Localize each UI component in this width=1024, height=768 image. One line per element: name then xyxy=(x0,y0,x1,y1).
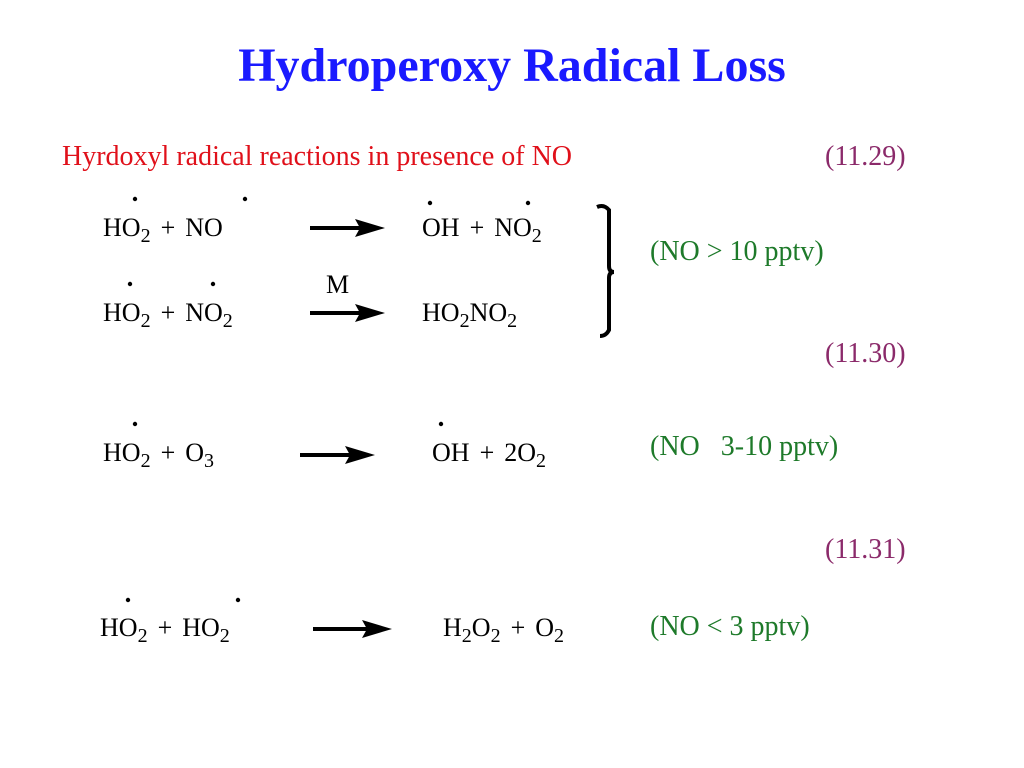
subscript: 2 xyxy=(461,625,472,647)
subscript: 2 xyxy=(222,310,233,332)
species: NO xyxy=(185,213,223,242)
subscript: 3 xyxy=(204,450,215,472)
subscript: 2 xyxy=(137,625,148,647)
subscript: 2 xyxy=(140,450,151,472)
reaction-side: OH +2O2 xyxy=(432,438,546,472)
species: OH xyxy=(432,438,470,467)
reaction-side: H2O2 + O2 xyxy=(443,613,564,647)
plus-sign: + xyxy=(160,213,176,242)
reaction-side: HO2 + NO xyxy=(103,213,223,247)
species: O xyxy=(185,438,205,467)
subscript: 2 xyxy=(507,310,518,332)
plus-sign: + xyxy=(160,298,176,327)
species: NO xyxy=(185,298,223,327)
subscript: 2 xyxy=(140,310,151,332)
catalyst: M xyxy=(326,270,350,299)
equation-number: (11.30) xyxy=(825,338,906,369)
plus-sign: + xyxy=(469,213,485,242)
reaction-side: HO2 + NO2 xyxy=(103,298,233,332)
radical-dots xyxy=(125,196,531,603)
subscript: 2 xyxy=(140,225,151,247)
arrows xyxy=(300,219,392,638)
subscript: 2 xyxy=(536,450,547,472)
reaction-side: OH + NO2 xyxy=(422,213,542,247)
species: HO xyxy=(103,213,141,242)
subscript: 2 xyxy=(459,310,470,332)
condition: (NO > 10 pptv) xyxy=(650,236,824,267)
plus-sign: + xyxy=(510,613,526,642)
reaction-side: HO2 + O3 xyxy=(103,438,214,472)
species: HO xyxy=(100,613,138,642)
title: Hydroperoxy Radical Loss xyxy=(238,39,786,92)
plus-sign: + xyxy=(160,438,176,467)
reaction-side: HO2NO2 xyxy=(422,298,517,332)
species: HO xyxy=(422,298,460,327)
subtitle: Hyrdoxyl radical reactions in presence o… xyxy=(62,141,573,172)
plus-sign: + xyxy=(157,613,173,642)
subscript: 2 xyxy=(219,625,230,647)
condition: (NO 3-10 pptv) xyxy=(650,431,839,462)
species: HO xyxy=(103,438,141,467)
species: O xyxy=(535,613,555,642)
bracket xyxy=(596,204,615,338)
subscript: 2 xyxy=(531,225,542,247)
equation-number: (11.29) xyxy=(825,141,906,172)
subscript: 2 xyxy=(490,625,501,647)
species: H xyxy=(443,613,462,642)
species: 2O xyxy=(504,438,537,467)
species: OH xyxy=(422,213,460,242)
equation-number: (11.31) xyxy=(825,534,906,565)
species: HO xyxy=(103,298,141,327)
species: NO xyxy=(494,213,532,242)
reaction-side: HO2 + HO2 xyxy=(100,613,230,647)
subscript: 2 xyxy=(554,625,565,647)
plus-sign: + xyxy=(479,438,495,467)
species: HO xyxy=(182,613,220,642)
species: O xyxy=(471,613,491,642)
condition: (NO < 3 pptv) xyxy=(650,611,810,642)
species: NO xyxy=(469,298,508,327)
